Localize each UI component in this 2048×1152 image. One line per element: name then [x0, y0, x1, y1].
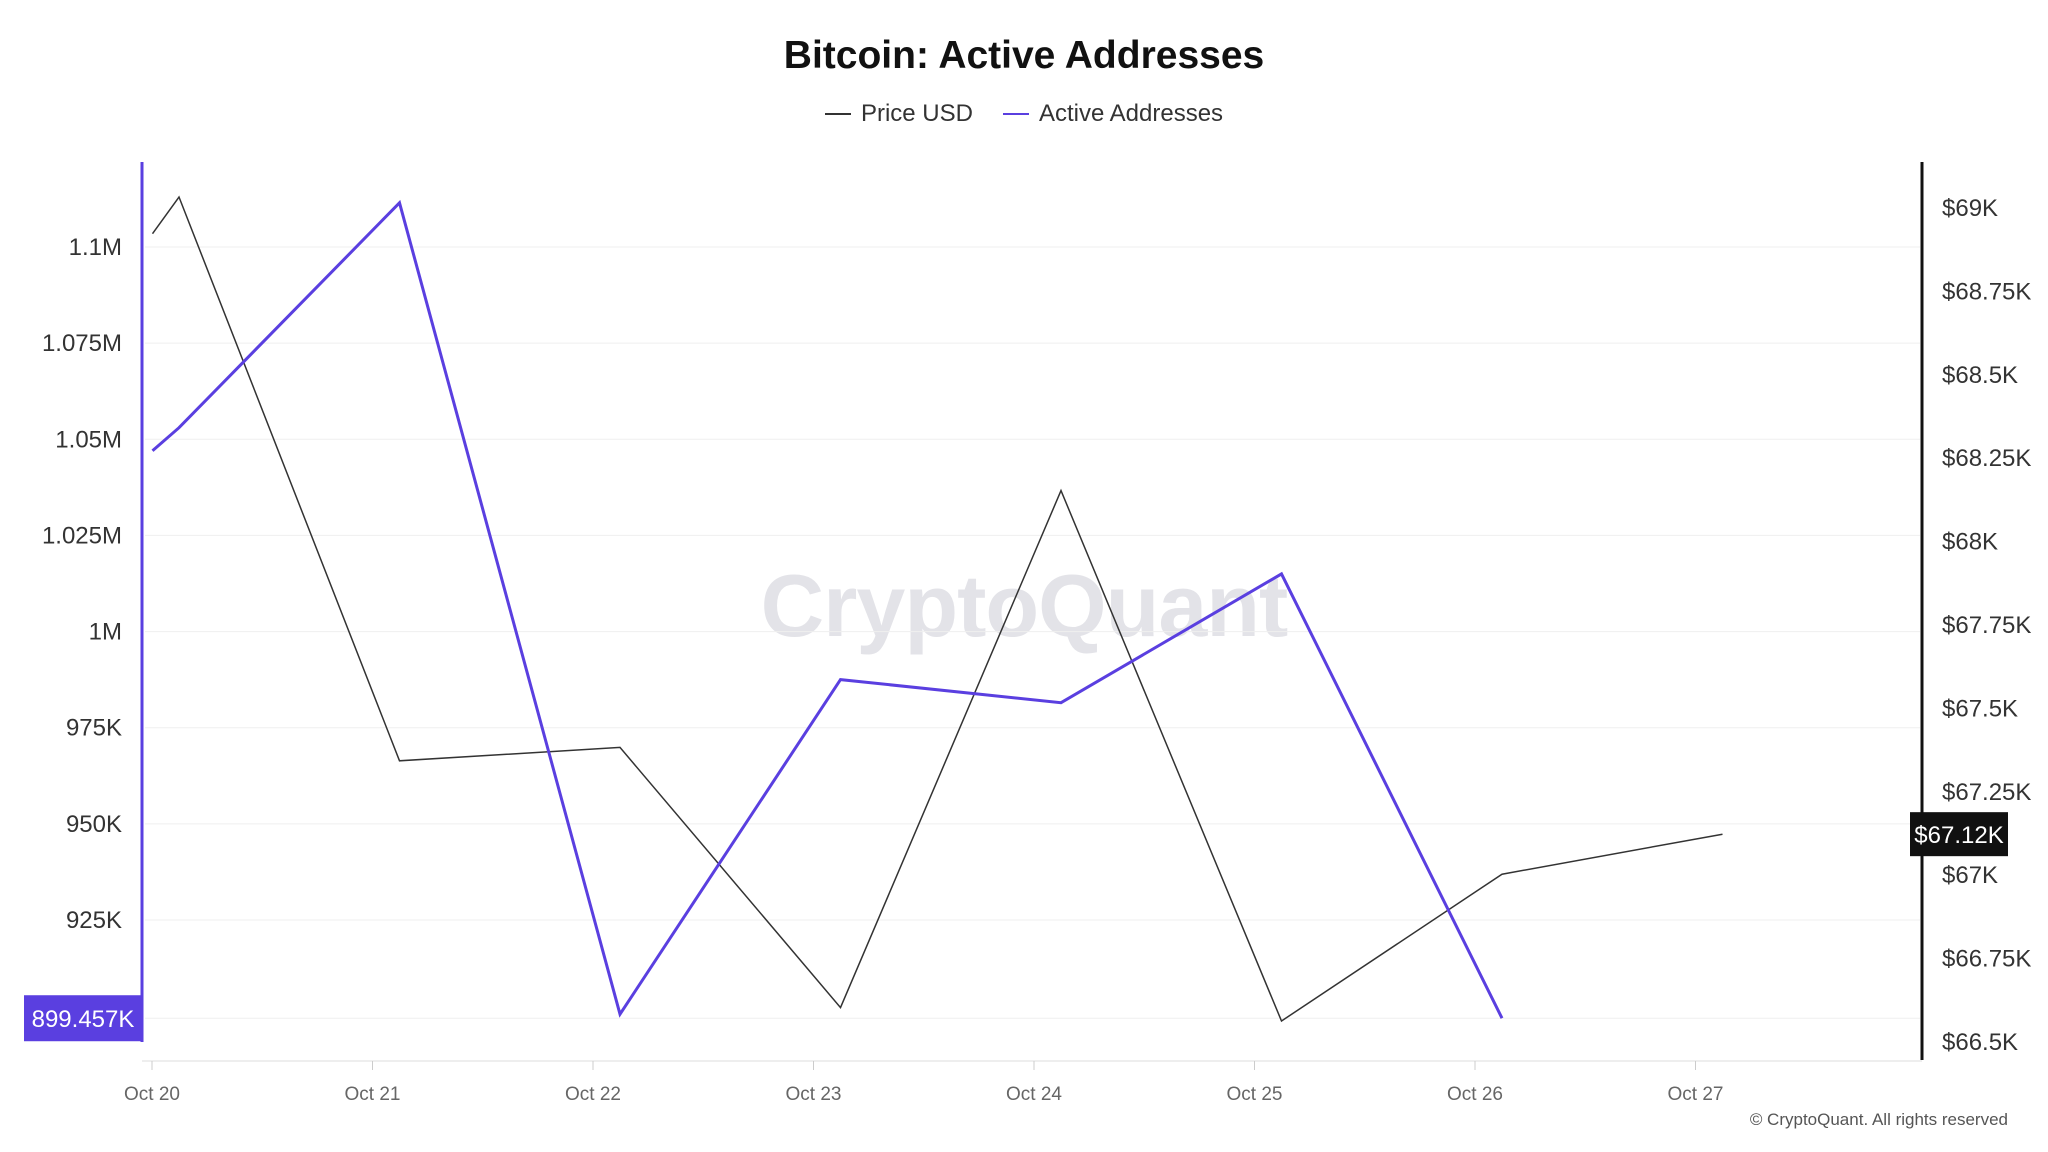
- series-line-price-usd: [151, 195, 1723, 1023]
- legend-swatch-price: [824, 113, 851, 115]
- last-value-label-left: 899.457K: [32, 1006, 135, 1033]
- legend-item-price[interactable]: Price USD: [824, 100, 973, 128]
- legend-item-active-addresses[interactable]: Active Addresses: [1002, 100, 1224, 128]
- y-left-tick-label-6: 950K: [66, 811, 122, 838]
- x-tick-label-4: Oct 24: [1006, 1084, 1062, 1105]
- y-left-tick-label-1: 1.075M: [42, 330, 122, 357]
- y-right-tick-label-10: $66.5K: [1942, 1029, 2018, 1056]
- last-value-badge-left: [24, 995, 142, 1042]
- x-tick-label-0: Oct 20: [124, 1084, 180, 1105]
- y-right-tick-label-9: $66.75K: [1942, 946, 2031, 973]
- y-right-tick-label-3: $68.25K: [1942, 445, 2031, 472]
- y-right-tick-label-2: $68.5K: [1942, 362, 2018, 389]
- last-value-badge-right: [1910, 812, 2008, 857]
- x-tick-label-6: Oct 26: [1447, 1084, 1503, 1105]
- y-right-tick-label-0: $69K: [1942, 195, 1998, 222]
- y-left-tick-label-5: 975K: [66, 715, 122, 742]
- x-tick-label-5: Oct 25: [1227, 1084, 1283, 1105]
- y-left-tick-label-4: 1M: [89, 619, 122, 646]
- y-right-tick-label-1: $68.75K: [1942, 278, 2031, 305]
- x-tick-label-7: Oct 27: [1668, 1084, 1724, 1105]
- x-tick-label-3: Oct 23: [786, 1084, 842, 1105]
- y-right-tick-label-4: $68K: [1942, 529, 1998, 556]
- x-tick-label-2: Oct 22: [565, 1084, 621, 1105]
- series-line-active-addresses: [151, 199, 1504, 1019]
- legend: Price USD Active Addresses: [0, 100, 2048, 128]
- y-left-tick-label-2: 1.05M: [55, 426, 122, 453]
- legend-label-active-addresses: Active Addresses: [1038, 100, 1224, 127]
- watermark: CryptoQuant: [760, 556, 1289, 655]
- copyright: © CryptoQuant. All rights reserved: [1749, 1110, 2008, 1129]
- y-left-tick-label-3: 1.025M: [42, 522, 122, 549]
- y-right-tick-label-7: $67.25K: [1942, 779, 2031, 806]
- chart-title: Bitcoin: Active Addresses: [783, 34, 1265, 77]
- last-value-label-right: $67.12K: [1914, 822, 2003, 849]
- legend-label-price: Price USD: [860, 100, 973, 127]
- y-right-tick-label-5: $67.75K: [1942, 612, 2031, 639]
- y-right-tick-label-6: $67.5K: [1942, 695, 2018, 722]
- x-tick-label-1: Oct 21: [345, 1084, 401, 1105]
- legend-swatch-active-addresses: [1002, 113, 1029, 115]
- y-right-tick-label-8: $67K: [1942, 862, 1998, 889]
- y-left-tick-label-7: 925K: [66, 907, 122, 934]
- y-left-tick-label-0: 1.1M: [69, 234, 122, 261]
